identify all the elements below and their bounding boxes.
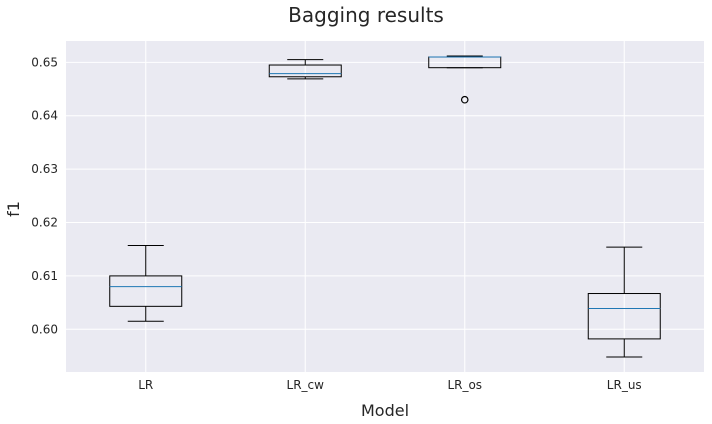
iqr-box	[268, 64, 342, 78]
box-lr-os	[428, 55, 502, 104]
x-tick-label: LR	[138, 378, 153, 392]
y-tick-label: 0.62	[31, 216, 58, 230]
boxes	[109, 55, 661, 358]
y-tick-labels: 0.60 0.61 0.62 0.63 0.64 0.65	[31, 55, 58, 336]
y-tick-label: 0.61	[31, 269, 58, 283]
x-tick-label: LR_us	[607, 378, 642, 392]
iqr-box	[109, 275, 183, 307]
iqr-box	[587, 293, 661, 340]
y-tick-label: 0.60	[31, 322, 58, 336]
box-lr	[109, 244, 183, 322]
y-axis-label: f1	[4, 201, 23, 217]
x-axis-label: Model	[361, 401, 409, 420]
plot-area	[66, 41, 704, 372]
y-tick-label: 0.63	[31, 162, 58, 176]
box-lr-us	[587, 246, 661, 358]
x-tick-label: LR_cw	[287, 378, 325, 392]
box-lr-cw	[268, 59, 342, 80]
outlier-point	[460, 95, 469, 104]
y-tick-label: 0.64	[31, 109, 58, 123]
x-tick-labels: LR LR_cw LR_os LR_us	[138, 378, 641, 392]
x-tick-label: LR_os	[447, 378, 482, 392]
y-tick-label: 0.65	[31, 55, 58, 69]
chart-title: Bagging results	[288, 3, 444, 27]
